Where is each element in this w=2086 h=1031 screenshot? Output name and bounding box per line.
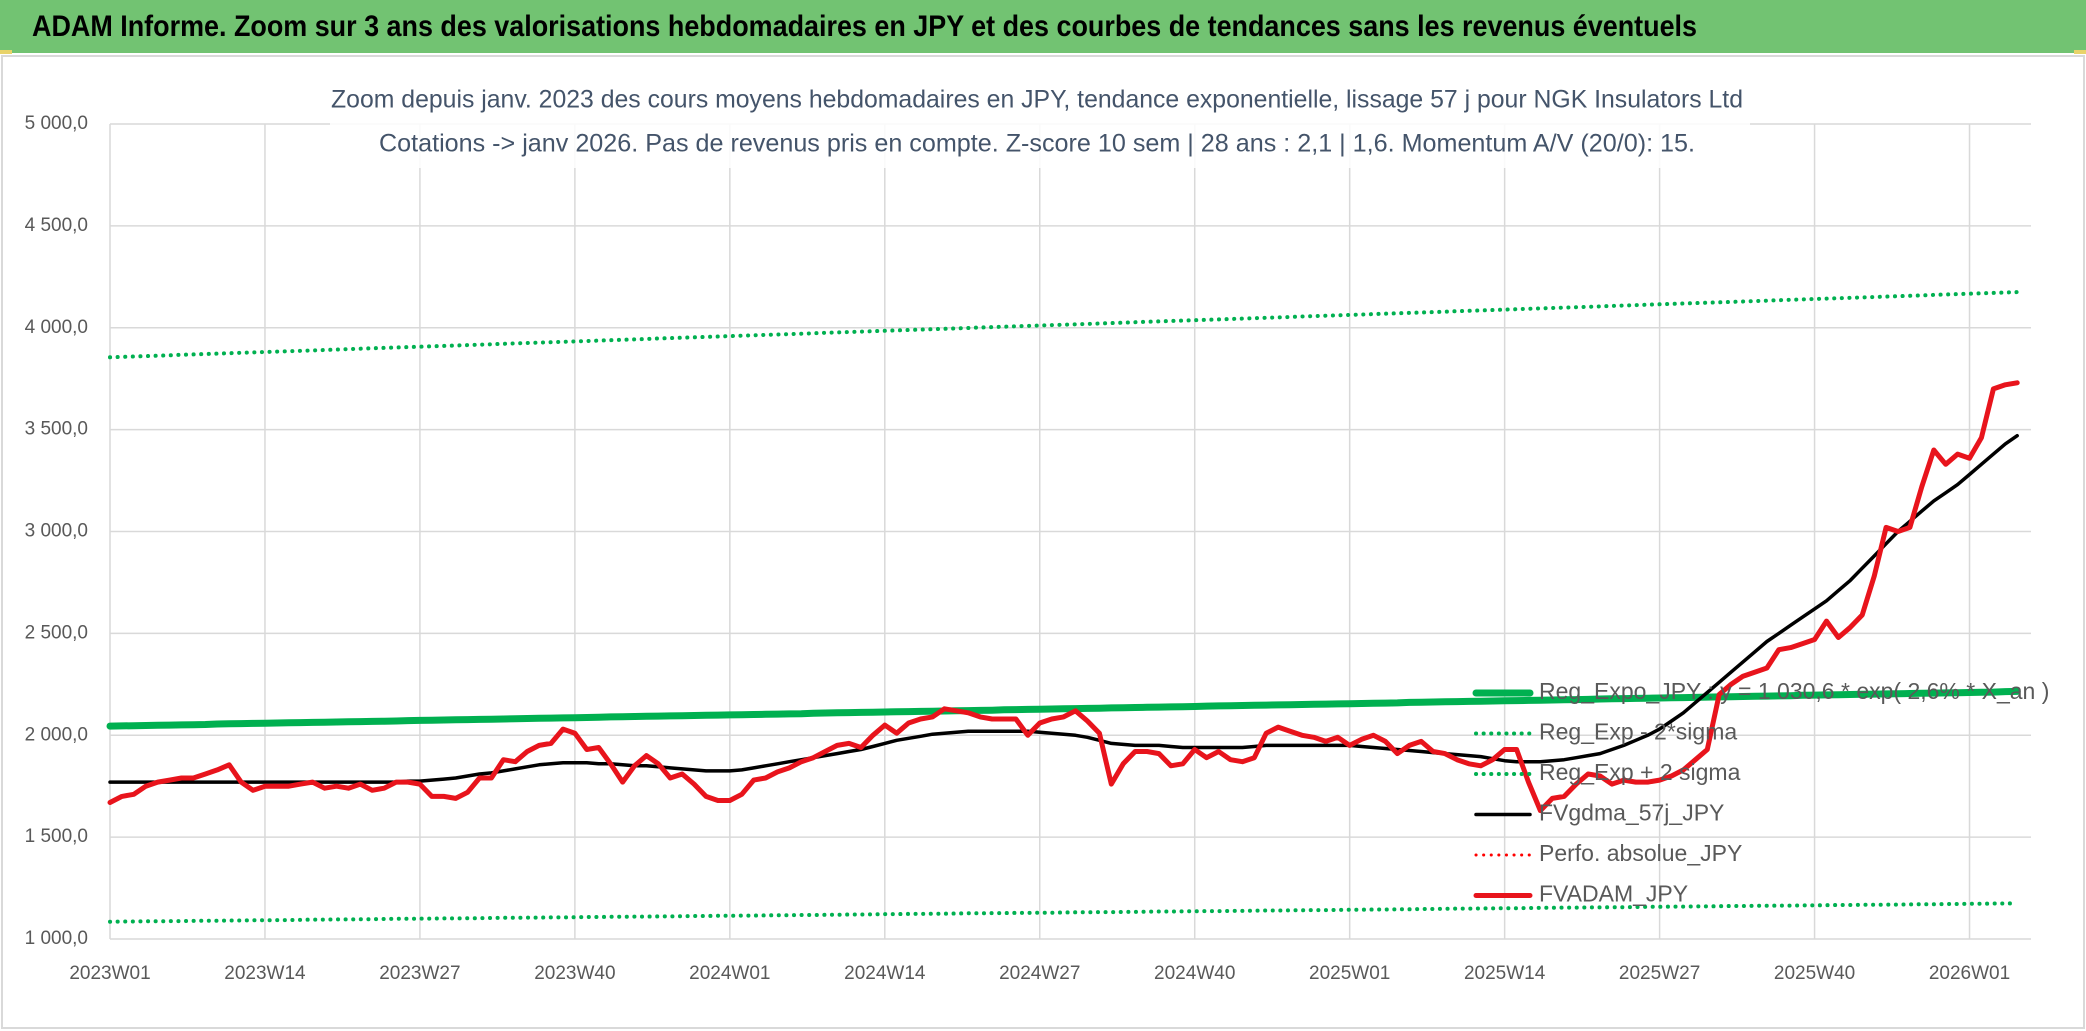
series-line — [108, 433, 2019, 784]
legend-label: Reg_Exp - 2*sigma — [1539, 719, 1737, 745]
legend-label: Reg_Expo_JPY : y = 1 030,6 * exp( 2,6% *… — [1539, 678, 2049, 704]
y-tick-label: 4 500,0 — [25, 215, 88, 236]
y-tick-label: 5 000,0 — [25, 113, 88, 134]
x-tick-label: 2024W27 — [999, 963, 1080, 984]
x-tick-label: 2025W40 — [1774, 963, 1855, 984]
x-tick-label: 2025W14 — [1464, 963, 1546, 984]
x-tick-label: 2024W14 — [844, 963, 926, 984]
x-tick-label: 2023W14 — [224, 963, 306, 984]
header-accent — [0, 50, 12, 54]
y-tick-label: 2 000,0 — [25, 724, 88, 745]
x-tick-label: 2023W01 — [69, 963, 150, 984]
y-tick-label: 3 500,0 — [25, 419, 88, 440]
series-line — [108, 290, 2020, 360]
x-tick-label: 2024W40 — [1154, 963, 1235, 984]
legend-label: Reg_Exp + 2 sigma — [1539, 759, 1741, 785]
x-tick-label: 2026W01 — [1929, 963, 2010, 984]
x-tick-label: 2023W40 — [534, 963, 615, 984]
legend: Reg_Expo_JPY : y = 1 030,6 * exp( 2,6% *… — [1472, 678, 2049, 907]
legend-label: FVADAM_JPY — [1539, 881, 1688, 907]
chart-subtitle: Cotations -> janv 2026. Pas de revenus p… — [379, 130, 1695, 158]
x-tick-label: 2023W27 — [379, 963, 460, 984]
x-tick-label: 2024W01 — [689, 963, 770, 984]
y-tick-label: 1 500,0 — [25, 826, 88, 847]
chart-title: Zoom depuis janv. 2023 des cours moyens … — [331, 86, 1743, 114]
plot-lines — [106, 290, 2021, 924]
y-tick-label: 4 000,0 — [25, 317, 88, 338]
legend-label: Perfo. absolue_JPY — [1539, 840, 1742, 866]
chart-frame — [1, 55, 2085, 1029]
x-tick-label: 2025W01 — [1309, 963, 1390, 984]
y-tick-label: 3 000,0 — [25, 521, 88, 542]
header-title: ADAM Informe. Zoom sur 3 ans des valoris… — [32, 10, 1697, 43]
y-tick-label: 1 000,0 — [25, 928, 88, 949]
title-backdrop — [330, 80, 1750, 168]
legend-label: FVgdma_57j_JPY — [1539, 800, 1724, 826]
series-line — [107, 380, 2020, 814]
header-accent — [2074, 50, 2086, 54]
series-line — [108, 901, 2020, 924]
x-tick-label: 2025W27 — [1619, 963, 1700, 984]
header-bar — [0, 0, 2086, 53]
y-tick-label: 2 500,0 — [25, 622, 88, 643]
